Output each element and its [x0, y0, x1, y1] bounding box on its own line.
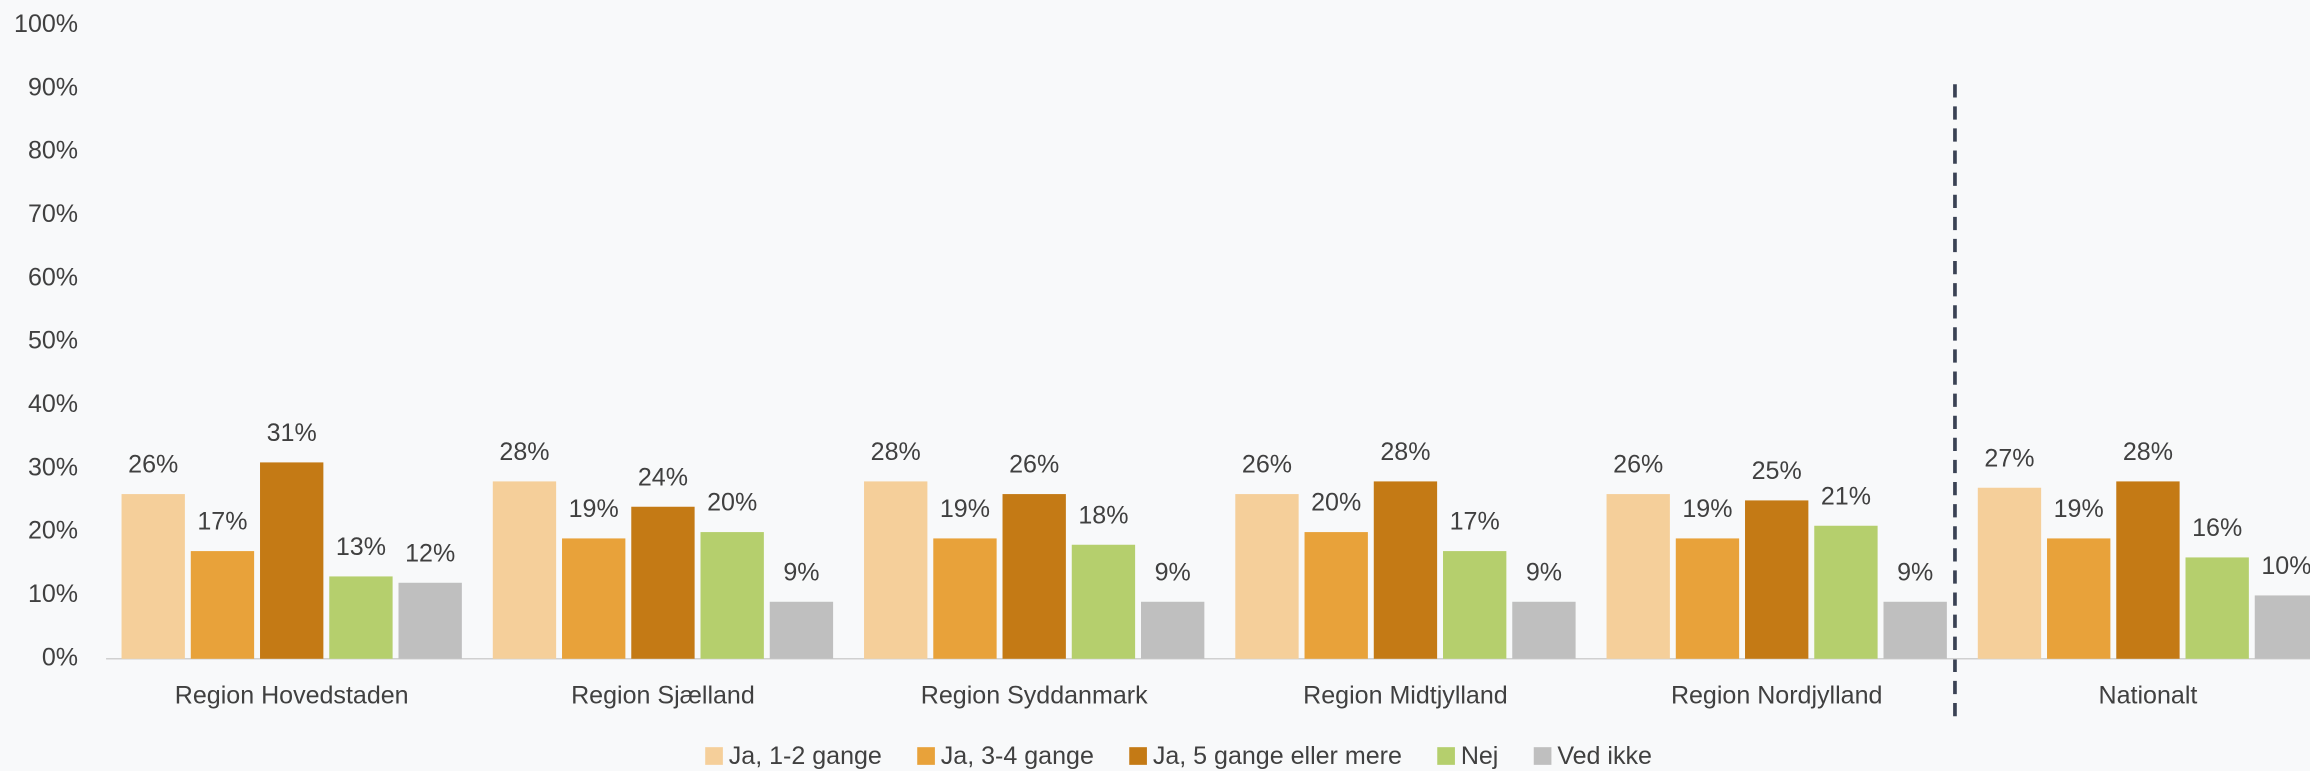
bar	[769, 601, 834, 659]
value-label: 31%	[267, 419, 317, 447]
bar	[1373, 481, 1438, 659]
value-label: 21%	[1821, 482, 1871, 510]
legend-swatch	[1129, 747, 1147, 765]
value-label: 9%	[1155, 558, 1191, 586]
bar	[631, 506, 695, 659]
y-tick-label: 80%	[28, 137, 78, 165]
legend-item: Ja, 3-4 gange	[917, 742, 1094, 770]
y-tick-label: 0%	[42, 643, 78, 671]
bar	[1977, 487, 2042, 659]
bar	[1071, 544, 1136, 659]
bar	[1304, 532, 1368, 659]
legend-label: Ved ikke	[1557, 742, 1652, 770]
bar	[1883, 601, 1947, 659]
value-label: 28%	[871, 438, 921, 466]
value-label: 9%	[1897, 558, 1933, 586]
legend-label: Ja, 5 gange eller mere	[1153, 742, 1402, 770]
bar	[2254, 595, 2310, 659]
bar	[329, 576, 393, 659]
bar	[1002, 494, 1066, 659]
y-tick-label: 10%	[28, 580, 78, 608]
value-label: 20%	[707, 489, 757, 517]
value-label: 17%	[1450, 508, 1500, 536]
legend-item: Ved ikke	[1533, 742, 1652, 770]
x-tick-label: Nationalt	[2099, 682, 2198, 710]
bar	[1443, 551, 1507, 659]
value-label: 26%	[128, 451, 178, 479]
bar	[1675, 538, 1740, 659]
bar	[1606, 494, 1670, 659]
bar	[121, 494, 185, 659]
value-label: 26%	[1009, 451, 1059, 479]
value-label: 26%	[1613, 451, 1663, 479]
value-label: 28%	[2123, 438, 2173, 466]
bar	[1745, 500, 1809, 659]
x-tick-label: Region Nordjylland	[1671, 682, 1882, 710]
bar	[864, 481, 928, 659]
y-tick-label: 70%	[28, 200, 78, 228]
bar	[700, 532, 764, 659]
bar	[492, 481, 557, 659]
value-label: 13%	[336, 533, 386, 561]
bar	[398, 582, 462, 659]
legend-swatch	[705, 747, 723, 765]
bar	[2185, 557, 2249, 659]
value-label: 28%	[1380, 438, 1430, 466]
value-label: 9%	[783, 558, 819, 586]
value-label: 20%	[1311, 489, 1361, 517]
bar	[1141, 601, 1205, 659]
x-tick-label: Region Hovedstaden	[175, 682, 409, 710]
y-tick-label: 30%	[28, 453, 78, 481]
legend-label: Nej	[1461, 742, 1499, 770]
legend-label: Ja, 1-2 gange	[729, 742, 882, 770]
value-label: 28%	[499, 438, 549, 466]
value-label: 19%	[2054, 495, 2104, 523]
bar	[190, 551, 255, 659]
bar	[933, 538, 997, 659]
bar	[1814, 525, 1878, 659]
value-label: 18%	[1078, 501, 1128, 529]
value-label: 12%	[405, 539, 455, 567]
bar	[2047, 538, 2111, 659]
x-tick-label: Region Syddanmark	[921, 682, 1148, 710]
y-tick-label: 90%	[28, 73, 78, 101]
legend-swatch	[1437, 747, 1455, 765]
value-label: 10%	[2261, 552, 2310, 580]
bar	[260, 462, 324, 659]
y-tick-label: 60%	[28, 263, 78, 291]
bar	[1512, 601, 1576, 659]
value-label: 27%	[1984, 444, 2034, 472]
value-label: 26%	[1242, 451, 1292, 479]
value-label: 19%	[569, 495, 619, 523]
value-label: 9%	[1526, 558, 1562, 586]
legend-swatch	[917, 747, 935, 765]
y-tick-label: 40%	[28, 390, 78, 418]
legend-swatch	[1533, 747, 1552, 765]
legend-item: Nej	[1437, 742, 1498, 770]
y-tick-label: 50%	[28, 327, 78, 355]
value-label: 19%	[1682, 495, 1732, 523]
bar	[2116, 481, 2180, 659]
x-tick-label: Region Midtjylland	[1303, 682, 1508, 710]
legend-item: Ja, 5 gange eller mere	[1129, 742, 1402, 770]
y-tick-label: 100%	[14, 10, 78, 38]
value-label: 16%	[2192, 514, 2242, 542]
legend-item: Ja, 1-2 gange	[705, 742, 882, 770]
value-label: 19%	[940, 495, 990, 523]
x-tick-label: Region Sjælland	[571, 682, 755, 710]
value-label: 24%	[638, 463, 688, 491]
value-label: 25%	[1752, 457, 1802, 485]
legend-label: Ja, 3-4 gange	[941, 742, 1094, 770]
bar	[562, 538, 626, 659]
bar	[1235, 494, 1299, 659]
y-tick-label: 20%	[28, 517, 78, 545]
value-label: 17%	[197, 508, 247, 536]
